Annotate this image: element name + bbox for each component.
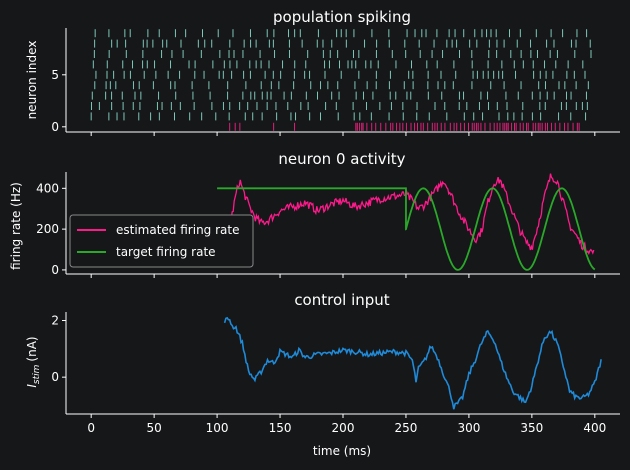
x-tick-label: 200 bbox=[332, 421, 355, 435]
ylabel-unit: (nA) bbox=[25, 336, 39, 361]
panel2-title: neuron 0 activity bbox=[278, 150, 405, 168]
x-tick-label: 250 bbox=[395, 421, 418, 435]
legend-label-estimated: estimated firing rate bbox=[116, 223, 239, 237]
panel1-title: population spiking bbox=[273, 8, 411, 26]
x-tick-label: 300 bbox=[457, 421, 480, 435]
y-tick-label: 0 bbox=[51, 263, 59, 277]
panel-population-spiking: population spiking 05 neuron index bbox=[25, 8, 620, 136]
target-firing-rate-line bbox=[217, 187, 596, 271]
activity-lines bbox=[216, 173, 596, 271]
panel-control-input: control input 02 0 50 100 150 200 250 300 350 40… bbox=[25, 291, 620, 458]
raster-marks bbox=[90, 29, 592, 131]
x-tick-label: 100 bbox=[206, 421, 229, 435]
y-tick-label: 0 bbox=[51, 370, 59, 384]
panel3-y-ticks: 02 bbox=[51, 314, 66, 384]
panel2-y-ticks: 0 200 400 bbox=[36, 181, 66, 277]
panel1-ylabel: neuron index bbox=[25, 41, 39, 120]
panel3-xlabel: time (ms) bbox=[313, 444, 371, 458]
ylabel-sub: stim bbox=[32, 364, 42, 384]
panel3-title: control input bbox=[294, 291, 389, 309]
panel2-ylabel: firing rate (Hz) bbox=[9, 182, 23, 270]
legend-label-target: target firing rate bbox=[116, 245, 216, 259]
panel2-x-ticks bbox=[90, 274, 596, 278]
x-tick-label: 0 bbox=[87, 421, 95, 435]
y-tick-label: 200 bbox=[36, 222, 59, 236]
control-lines bbox=[223, 316, 602, 410]
panel-neuron-activity: neuron 0 activity 0 200 400 firing rate (H… bbox=[9, 150, 620, 278]
x-tick-label: 400 bbox=[583, 421, 606, 435]
x-tick-label: 350 bbox=[520, 421, 543, 435]
x-tick-label: 150 bbox=[269, 421, 292, 435]
y-tick-label: 2 bbox=[51, 314, 59, 328]
y-tick-label: 400 bbox=[36, 181, 59, 195]
ylabel-base: I bbox=[25, 384, 39, 388]
x-tick-label: 50 bbox=[146, 421, 161, 435]
control-input-line bbox=[223, 316, 602, 410]
panel1-y-ticks: 05 bbox=[51, 68, 66, 134]
y-tick-label: 0 bbox=[51, 120, 59, 134]
panel3-ylabel: Istim (nA) bbox=[25, 336, 42, 387]
panel3-x-ticks: 0 50 100 150 200 250 300 350 400 bbox=[87, 414, 606, 435]
y-tick-label: 5 bbox=[51, 68, 59, 82]
legend-box bbox=[69, 214, 254, 268]
legend: estimated firing rate target firing rate bbox=[69, 214, 254, 268]
panel1-x-ticks bbox=[90, 132, 596, 136]
